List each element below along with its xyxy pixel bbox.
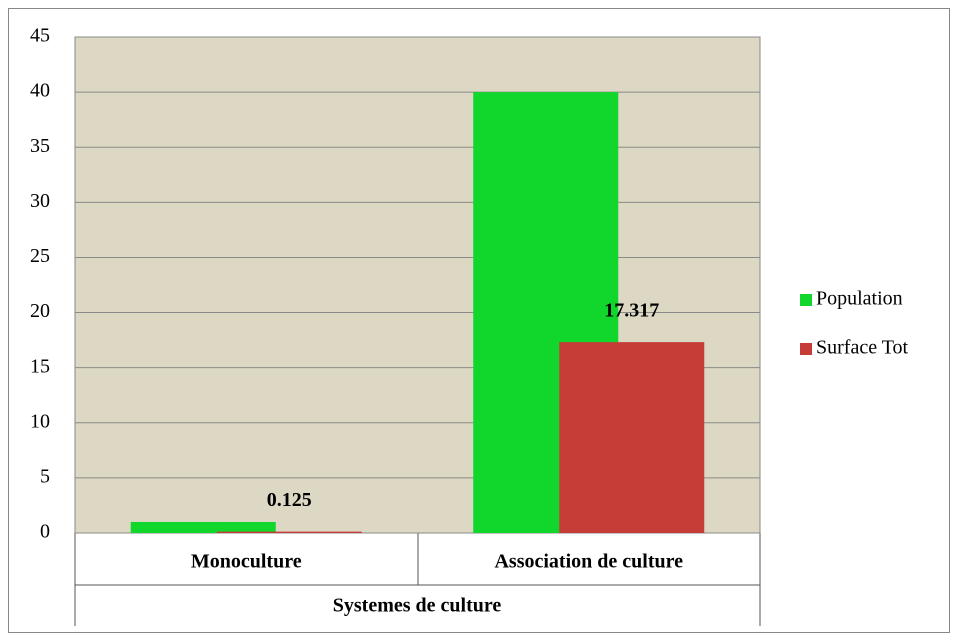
- y-tick-label: 40: [30, 80, 50, 102]
- legend-swatch: [800, 343, 812, 355]
- y-tick-label: 45: [30, 25, 50, 47]
- y-tick-label: 0: [40, 521, 50, 543]
- bar: [216, 531, 362, 533]
- legend-label: Population: [816, 288, 903, 310]
- data-label: 17.317: [604, 300, 659, 322]
- y-tick-label: 20: [30, 300, 50, 322]
- y-tick-label: 10: [30, 410, 50, 432]
- y-tick-label: 5: [40, 465, 50, 487]
- bar: [130, 521, 276, 533]
- x-axis-title: Systemes de culture: [333, 595, 502, 617]
- legend-label: Surface Tot: [816, 337, 909, 359]
- y-tick-label: 35: [30, 135, 50, 157]
- x-tick-label: Monoculture: [191, 551, 302, 573]
- x-tick-label: Association de culture: [494, 551, 683, 573]
- y-tick-label: 30: [30, 190, 50, 212]
- y-tick-label: 15: [30, 355, 50, 377]
- bar: [559, 342, 705, 533]
- y-tick-label: 25: [30, 245, 50, 267]
- data-label: 0.125: [267, 489, 312, 511]
- legend-swatch: [800, 294, 812, 306]
